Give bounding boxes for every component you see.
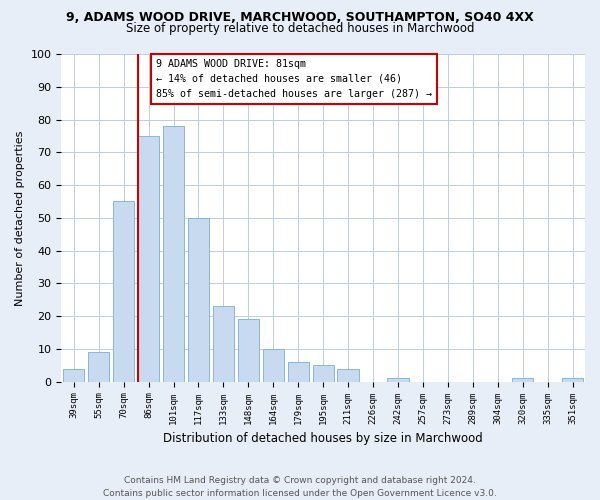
Bar [238, 320, 259, 382]
Text: 9, ADAMS WOOD DRIVE, MARCHWOOD, SOUTHAMPTON, SO40 4XX: 9, ADAMS WOOD DRIVE, MARCHWOOD, SOUTHAMP… [66, 11, 534, 24]
Bar [188, 218, 209, 382]
Bar [63, 368, 85, 382]
Bar [138, 136, 159, 382]
Text: Contains HM Land Registry data © Crown copyright and database right 2024.
Contai: Contains HM Land Registry data © Crown c… [103, 476, 497, 498]
Y-axis label: Number of detached properties: Number of detached properties [15, 130, 25, 306]
Bar [337, 368, 359, 382]
Bar [113, 202, 134, 382]
X-axis label: Distribution of detached houses by size in Marchwood: Distribution of detached houses by size … [163, 432, 483, 445]
Bar [88, 352, 109, 382]
Bar [562, 378, 583, 382]
Bar [512, 378, 533, 382]
Bar [388, 378, 409, 382]
Bar [287, 362, 309, 382]
Text: Size of property relative to detached houses in Marchwood: Size of property relative to detached ho… [126, 22, 474, 35]
Text: 9 ADAMS WOOD DRIVE: 81sqm
← 14% of detached houses are smaller (46)
85% of semi-: 9 ADAMS WOOD DRIVE: 81sqm ← 14% of detac… [156, 59, 432, 98]
Bar [313, 366, 334, 382]
Bar [263, 349, 284, 382]
Bar [213, 306, 234, 382]
Bar [163, 126, 184, 382]
